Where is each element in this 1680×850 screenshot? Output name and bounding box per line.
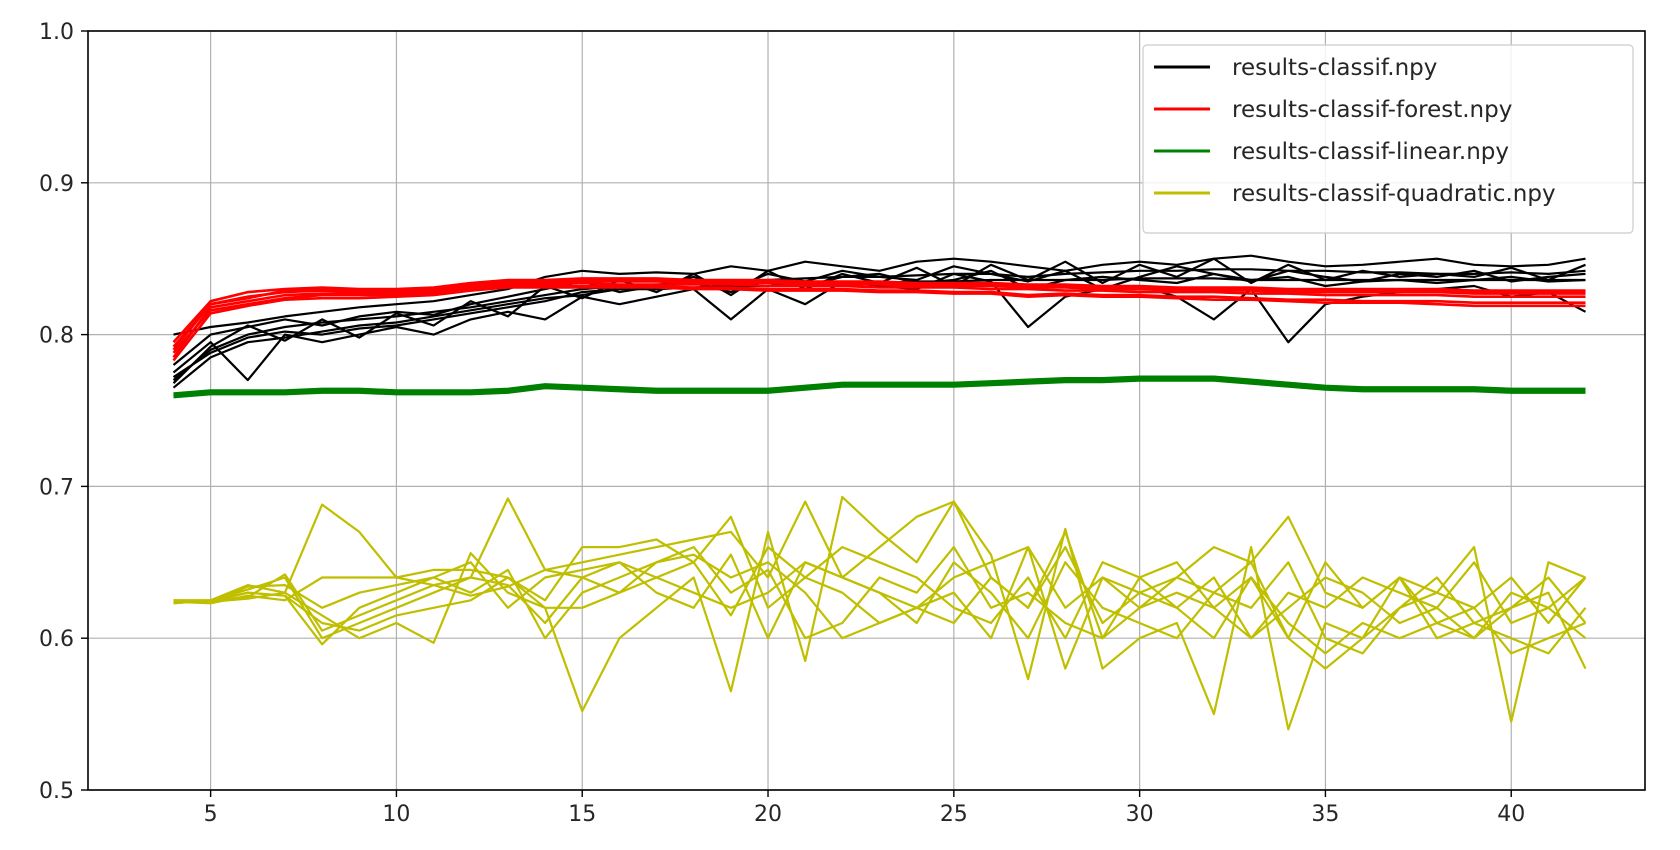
series-line-0-run-2 — [172, 269, 1586, 389]
x-tick-label: 35 — [1311, 802, 1339, 827]
y-tick-label: 0.9 — [39, 172, 74, 197]
x-tick-label: 25 — [940, 802, 968, 827]
axes-frame — [87, 30, 1646, 791]
series-line-2-run-2 — [173, 378, 1586, 399]
x-tick-label: 5 — [204, 802, 218, 827]
y-tick-label: 0.6 — [39, 627, 74, 652]
legend-label: results-classif-forest.npy — [1232, 97, 1512, 123]
series-line-1-run-4 — [172, 278, 1586, 348]
x-tick-label: 10 — [382, 802, 410, 827]
series-line-2-run-1 — [173, 375, 1586, 396]
legend-label: results-classif.npy — [1232, 55, 1437, 81]
series-line-3-run-6 — [173, 561, 1587, 655]
series-line-1-run-0 — [172, 280, 1586, 351]
series-line-1-run-2 — [172, 277, 1586, 344]
legend-label: results-classif-quadratic.npy — [1232, 181, 1556, 207]
series-lines — [172, 254, 1587, 731]
y-tick-label: 0.5 — [39, 779, 74, 804]
x-tick-label: 40 — [1497, 802, 1525, 827]
y-axis: 0.5 0.6 0.7 0.8 0.9 1.0 — [39, 20, 88, 804]
y-tick-label: 0.7 — [39, 475, 74, 500]
x-tick-label: 20 — [754, 802, 782, 827]
x-tick-label: 30 — [1126, 802, 1154, 827]
series-line-3-run-0 — [173, 497, 1587, 640]
legend-label: results-classif-linear.npy — [1232, 139, 1509, 165]
x-axis: 5 10 15 20 25 30 35 40 — [204, 790, 1525, 827]
legend: results-classif.npy results-classif-fores… — [1142, 44, 1634, 234]
series-line-3-run-3 — [173, 515, 1586, 655]
series-line-0-run-3 — [172, 272, 1587, 382]
series-line-1-run-5 — [172, 286, 1586, 362]
y-tick-label: 1.0 — [39, 20, 74, 45]
series-line-0-run-4 — [173, 254, 1586, 336]
y-tick-label: 0.8 — [39, 324, 74, 349]
x-tick-label: 15 — [568, 802, 596, 827]
series-line-1-run-3 — [172, 284, 1586, 354]
series-line-1-run-1 — [172, 281, 1586, 359]
series-line-3-run-7 — [173, 546, 1587, 640]
legend-box — [1142, 44, 1634, 234]
